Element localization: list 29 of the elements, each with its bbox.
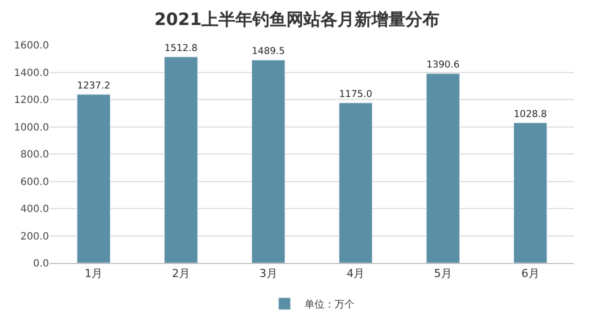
y-tick-label: 600.0 xyxy=(20,176,49,188)
y-tick-label: 1000.0 xyxy=(14,122,49,134)
data-label: 1512.8 xyxy=(164,43,198,54)
bar xyxy=(251,60,286,263)
legend-label: 单位：万个 xyxy=(304,298,354,311)
y-tick-label: 800.0 xyxy=(20,150,49,160)
bar xyxy=(76,94,111,263)
y-tick-label: 1400.0 xyxy=(14,68,49,79)
y-tick-label: 400.0 xyxy=(20,204,49,215)
x-tick-label: 2月 xyxy=(172,267,190,280)
data-label: 1390.6 xyxy=(426,60,460,71)
x-tick-label: 4月 xyxy=(346,267,365,280)
bar xyxy=(164,56,198,263)
data-label: 1237.2 xyxy=(77,80,110,92)
bar xyxy=(513,122,548,263)
y-tick-label: 0.0 xyxy=(33,258,49,270)
bar xyxy=(338,102,373,263)
y-tick-label: 1200.0 xyxy=(14,95,49,106)
chart-title: 2021上半年钓鱼网站各月新增量分布 xyxy=(154,10,440,30)
data-label: 1028.8 xyxy=(514,108,547,120)
bar xyxy=(426,73,460,263)
data-label: 1489.5 xyxy=(252,46,285,58)
x-tick-label: 6月 xyxy=(521,267,540,280)
x-tick-label: 3月 xyxy=(259,267,278,280)
x-tick-label: 1月 xyxy=(84,267,103,280)
x-tick-label: 5月 xyxy=(434,267,452,280)
data-label: 1175.0 xyxy=(339,89,372,100)
y-tick-label: 200.0 xyxy=(20,231,49,242)
y-tick-label: 1600.0 xyxy=(14,40,49,52)
